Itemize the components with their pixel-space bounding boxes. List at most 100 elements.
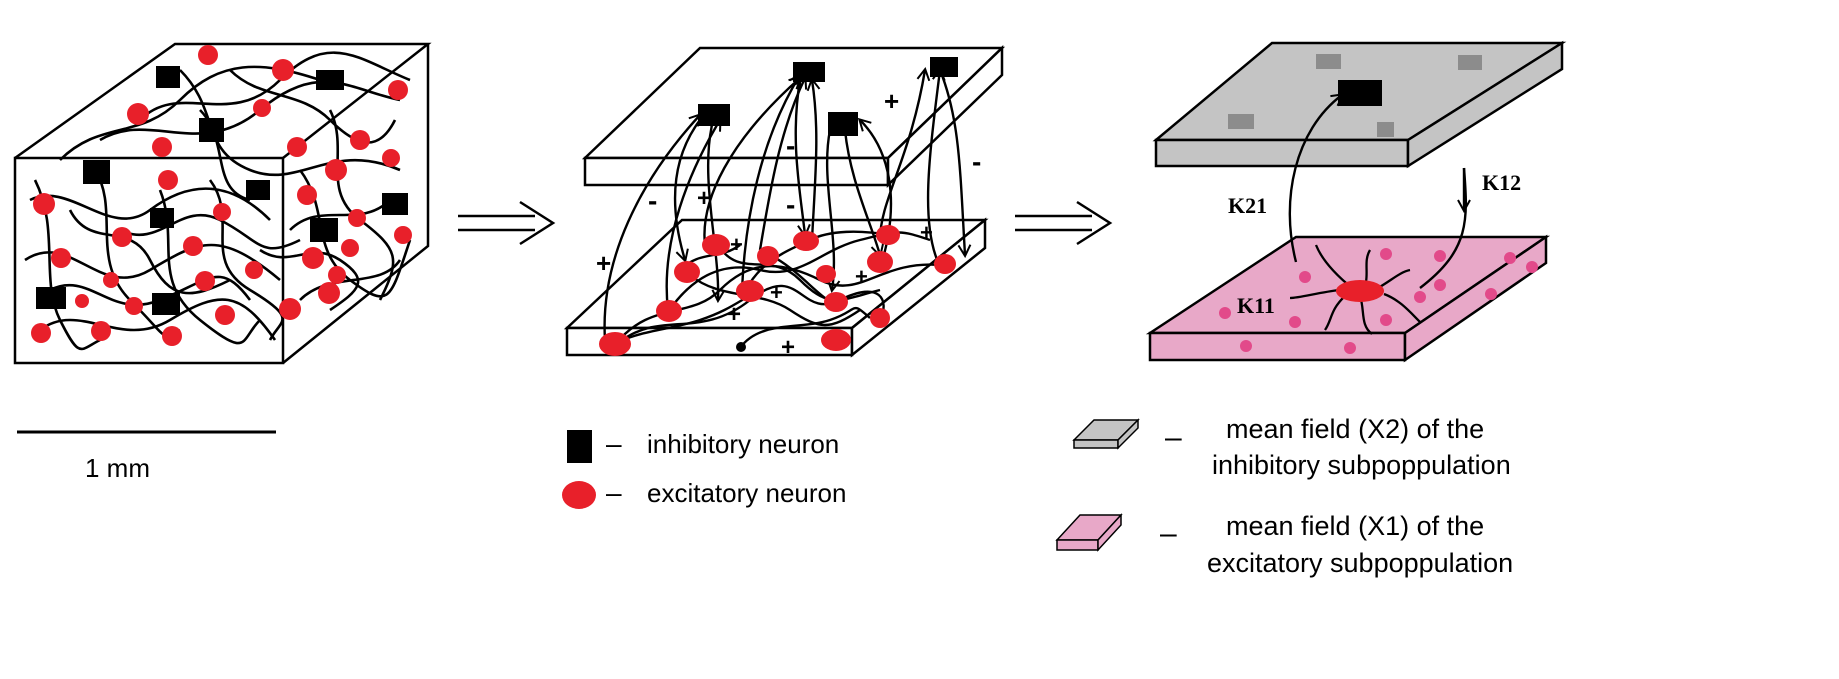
excitatory-neuron	[125, 297, 143, 315]
excitatory-neuron	[51, 248, 71, 268]
inhibitory-neuron	[36, 287, 66, 309]
inhibitory-field-markers	[1228, 54, 1482, 137]
plus-sign: +	[727, 301, 741, 328]
excitatory-neuron	[793, 231, 819, 251]
excitatory-field-dash: –	[1160, 517, 1177, 550]
plus-sign: +	[920, 220, 933, 245]
excitatory-neuron	[656, 300, 682, 322]
excitatory-neuron	[757, 246, 779, 266]
inhibitory-legend-swatch	[567, 430, 592, 463]
excitatory-neurons-cube	[31, 45, 412, 346]
plus-sign: +	[781, 334, 795, 361]
transition-arrow-1	[458, 200, 556, 246]
panel-two-layer-network: + - + - - + - + + + + + +	[563, 45, 1006, 361]
cube-outline	[13, 42, 432, 365]
excitatory-neuron	[388, 80, 408, 100]
inhibitory-neuron	[199, 118, 224, 142]
plus-sign: +	[884, 86, 899, 116]
inhibitory-neuron	[316, 70, 344, 90]
inhibitory-neuron	[152, 293, 180, 315]
excitatory-field-swatch	[1055, 513, 1123, 552]
excitatory-neuron	[318, 282, 340, 304]
plus-sign: +	[770, 280, 783, 305]
excitatory-neuron	[328, 266, 346, 284]
k21-label: K21	[1228, 193, 1267, 218]
scale-bar: 1 mm	[17, 430, 276, 483]
excitatory-neuron	[31, 323, 51, 343]
inhibitory-neuron	[382, 193, 408, 215]
excitatory-neuron	[33, 193, 55, 215]
inhibitory-neuron	[150, 208, 174, 228]
excitatory-neuron	[702, 234, 730, 256]
plus-sign: +	[697, 185, 711, 212]
excitatory-legend-dash: –	[606, 477, 622, 508]
minus-sign: -	[786, 130, 795, 161]
excitatory-neuron	[867, 251, 893, 273]
excitatory-neuron	[302, 247, 324, 269]
inhibitory-field-line2: inhibitory subpoppulation	[1212, 450, 1511, 480]
excitatory-neuron	[183, 236, 203, 256]
inhibitory-neurons-cube	[36, 66, 408, 315]
coupling-arrows	[1288, 95, 1466, 289]
excitatory-field-line2: excitatory subpoppulation	[1207, 548, 1513, 578]
excitatory-neuron	[112, 227, 132, 247]
k12-label: K12	[1482, 170, 1521, 195]
panel-mean-field: K21 K12 K11	[1145, 40, 1567, 363]
excitatory-neuron	[297, 185, 317, 205]
inhibitory-neuron	[1338, 80, 1382, 106]
excitatory-neuron	[674, 261, 700, 283]
excitatory-neuron	[103, 272, 119, 288]
excitatory-neuron	[91, 321, 111, 341]
excitatory-neuron	[325, 159, 347, 181]
field-legend: – mean field (X2) of the inhibitory subp…	[1055, 414, 1513, 578]
excitatory-neuron	[152, 137, 172, 157]
excitatory-neuron	[215, 305, 235, 325]
excitatory-neuron	[350, 130, 370, 150]
inhibitory-neuron	[828, 112, 858, 136]
inhibitory-field-line1: mean field (X2) of the	[1226, 414, 1484, 444]
plus-sign: +	[855, 264, 868, 289]
excitatory-neuron	[816, 265, 836, 283]
inhibitory-legend-dash: –	[606, 428, 622, 459]
small-black-neuron	[736, 342, 746, 352]
sign-labels: + - + - - + - + + + + + +	[596, 86, 981, 361]
excitatory-legend-swatch	[562, 481, 596, 509]
excitatory-field-markers	[1219, 248, 1538, 354]
excitatory-neuron	[245, 261, 263, 279]
excitatory-neuron	[934, 254, 956, 274]
excitatory-neuron	[821, 329, 851, 351]
inhibitory-field-swatch	[1072, 418, 1140, 450]
excitatory-neuron	[162, 326, 182, 346]
excitatory-field-line1: mean field (X1) of the	[1226, 511, 1484, 541]
excitatory-neuron	[279, 298, 301, 320]
excitatory-neuron	[348, 209, 366, 227]
inhibitory-legend-label: inhibitory neuron	[647, 429, 839, 459]
neuron-legend: – inhibitory neuron – excitatory neuron	[562, 428, 846, 509]
excitatory-neuron	[341, 239, 359, 257]
excitatory-neuron	[158, 170, 178, 190]
inhibitory-neuron	[83, 160, 110, 184]
excitatory-neuron	[75, 294, 89, 308]
inhibitory-field-dash: –	[1165, 421, 1182, 454]
inhibitory-neuron	[156, 66, 180, 88]
scale-bar-label: 1 mm	[85, 453, 150, 483]
excitatory-neuron	[127, 103, 149, 125]
excitatory-neuron	[213, 203, 231, 221]
inhibitory-neurons-layer	[698, 57, 958, 136]
excitatory-neuron	[195, 271, 215, 291]
excitatory-neuron	[1336, 280, 1384, 302]
excitatory-neuron	[876, 225, 900, 245]
excitatory-neuron	[287, 137, 307, 157]
excitatory-neuron	[870, 308, 890, 328]
excitatory-neuron	[198, 45, 218, 65]
excitatory-neurons-layer	[599, 225, 956, 356]
minus-sign: -	[972, 146, 981, 177]
excitatory-neuron	[824, 292, 848, 312]
excitatory-neuron	[736, 280, 764, 302]
k11-label: K11	[1237, 293, 1275, 318]
excitatory-neuron	[253, 99, 271, 117]
inhibitory-neuron	[246, 180, 270, 200]
excitatory-neuron	[272, 59, 294, 81]
transition-arrow-2	[1015, 200, 1113, 246]
